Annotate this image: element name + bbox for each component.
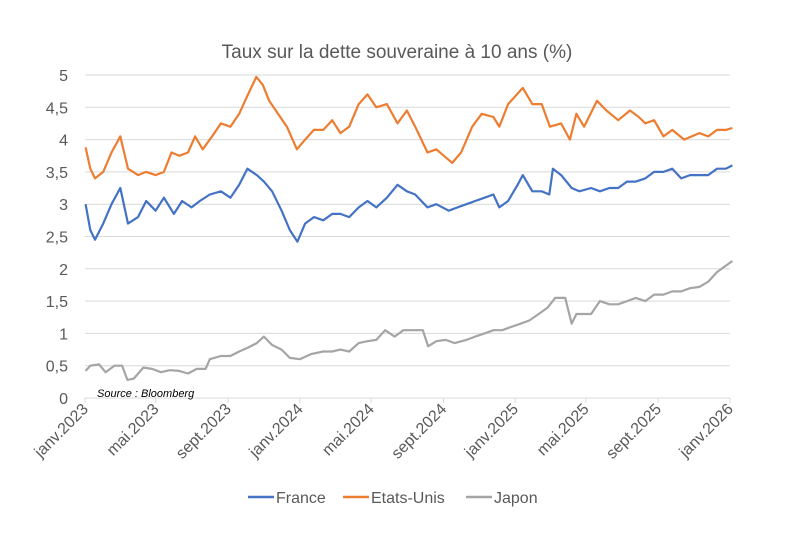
x-tick-label: janv.2026	[676, 401, 737, 462]
x-tick-label: janv.2024	[246, 401, 307, 462]
x-tick-label: mai.2023	[104, 401, 163, 460]
gridlines	[85, 74, 730, 367]
y-tick-label: 0	[59, 391, 68, 408]
y-tick-label: 4	[59, 133, 68, 150]
y-axis: 0 0,5 1 1,5 2 2,5 3 3,5 4 4,5 5	[46, 68, 68, 408]
x-tick-label: sept.2025	[603, 401, 665, 463]
x-tick-label: mai.2024	[319, 401, 378, 460]
series-line-etats-unis	[84, 75, 733, 180]
legend-label: Etats-Unis	[371, 490, 445, 507]
x-tick-label: janv.2023	[31, 401, 92, 462]
y-tick-label: 2,5	[46, 230, 68, 247]
y-tick-label: 5	[59, 68, 68, 85]
series-line-france	[84, 164, 733, 243]
y-tick-label: 2	[59, 262, 68, 279]
x-axis: janv.2023 mai.2023 sept.2023 janv.2024 mai.2…	[31, 397, 737, 463]
legend: France Etats-Unis Japon	[248, 490, 538, 507]
legend-label: Japon	[494, 490, 538, 507]
y-tick-label: 3,5	[46, 165, 68, 182]
x-tick-label: sept.2023	[173, 401, 235, 463]
series-lines	[84, 75, 734, 381]
y-tick-label: 0,5	[46, 359, 68, 376]
y-tick-label: 1	[59, 326, 68, 343]
x-tick-label: mai.2025	[534, 401, 593, 460]
source-note: Source : Bloomberg	[97, 388, 195, 400]
y-tick-label: 3	[59, 197, 68, 214]
legend-label: France	[276, 490, 326, 507]
series-line-japon	[84, 260, 734, 381]
y-tick-label: 4,5	[46, 100, 68, 117]
x-tick-label: janv.2025	[461, 401, 522, 462]
y-tick-label: 1,5	[46, 294, 68, 311]
chart-title: Taux sur la dette souveraine à 10 ans (%…	[222, 42, 573, 63]
x-tick-label: sept.2024	[389, 401, 451, 463]
